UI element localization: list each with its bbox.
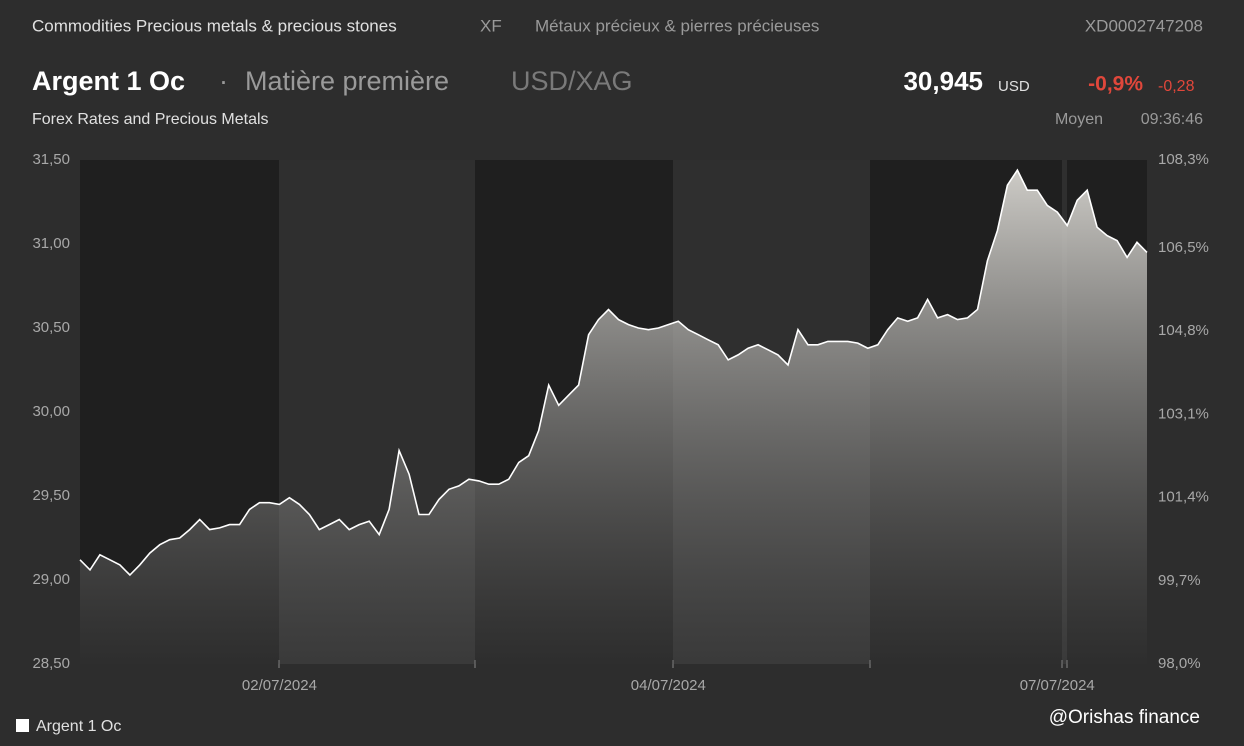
price: 30,945 — [903, 66, 983, 96]
price-line — [79, 168, 1148, 577]
pair: USD/XAG — [511, 66, 633, 96]
y2-tick-label: 104,8% — [1158, 322, 1209, 339]
time: 09:36:46 — [1141, 111, 1203, 128]
category: Commodities Precious metals & precious s… — [32, 16, 397, 35]
source: Forex Rates and Precious Metals — [32, 111, 269, 128]
category-fr: Métaux précieux & pierres précieuses — [535, 16, 819, 35]
y2-tick-label: 99,7% — [1158, 572, 1201, 589]
y-tick-label: 31,00 — [32, 235, 70, 252]
y-tick-label: 29,00 — [32, 571, 70, 588]
y-tick-label: 31,50 — [32, 151, 70, 168]
separator: · — [219, 66, 228, 96]
y-tick-label: 29,50 — [32, 487, 70, 504]
y-tick-label: 28,50 — [32, 655, 70, 672]
instrument-name: Argent 1 Oc — [32, 66, 185, 96]
y2-tick-label: 101,4% — [1158, 489, 1209, 506]
isin: XD0002747208 — [1085, 16, 1203, 35]
y2-tick-label: 98,0% — [1158, 655, 1201, 672]
y2-tick-label: 106,5% — [1158, 239, 1209, 256]
y-tick-label: 30,00 — [32, 403, 70, 420]
area-fill — [80, 170, 1147, 664]
y-tick-label: 30,50 — [32, 319, 70, 336]
x-tick-label: 04/07/2024 — [631, 677, 706, 694]
watermark: @Orishas finance — [1049, 707, 1200, 728]
currency: USD — [998, 78, 1030, 95]
mode: Moyen — [1055, 111, 1103, 128]
legend-swatch — [16, 719, 29, 732]
asset-type: Matière première — [245, 66, 449, 96]
exchange: XF — [480, 16, 502, 35]
y2-tick-label: 108,3% — [1158, 151, 1209, 168]
change: -0,28 — [1158, 78, 1195, 95]
y2-tick-label: 103,1% — [1158, 405, 1209, 422]
change-pct: -0,9% — [1088, 73, 1143, 96]
x-tick-label: 07/07/2024 — [1020, 677, 1095, 694]
legend-label: Argent 1 Oc — [36, 718, 121, 735]
x-tick-label: 02/07/2024 — [242, 677, 317, 694]
